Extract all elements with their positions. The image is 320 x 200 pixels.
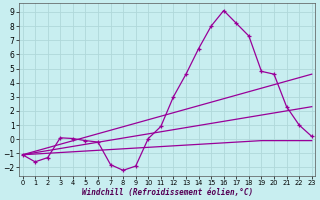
X-axis label: Windchill (Refroidissement éolien,°C): Windchill (Refroidissement éolien,°C) bbox=[82, 188, 253, 197]
